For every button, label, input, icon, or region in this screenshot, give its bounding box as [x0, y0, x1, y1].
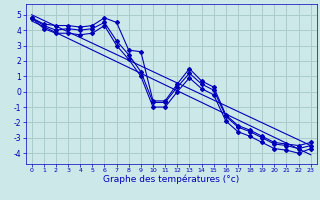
X-axis label: Graphe des températures (°c): Graphe des températures (°c) — [103, 175, 239, 184]
